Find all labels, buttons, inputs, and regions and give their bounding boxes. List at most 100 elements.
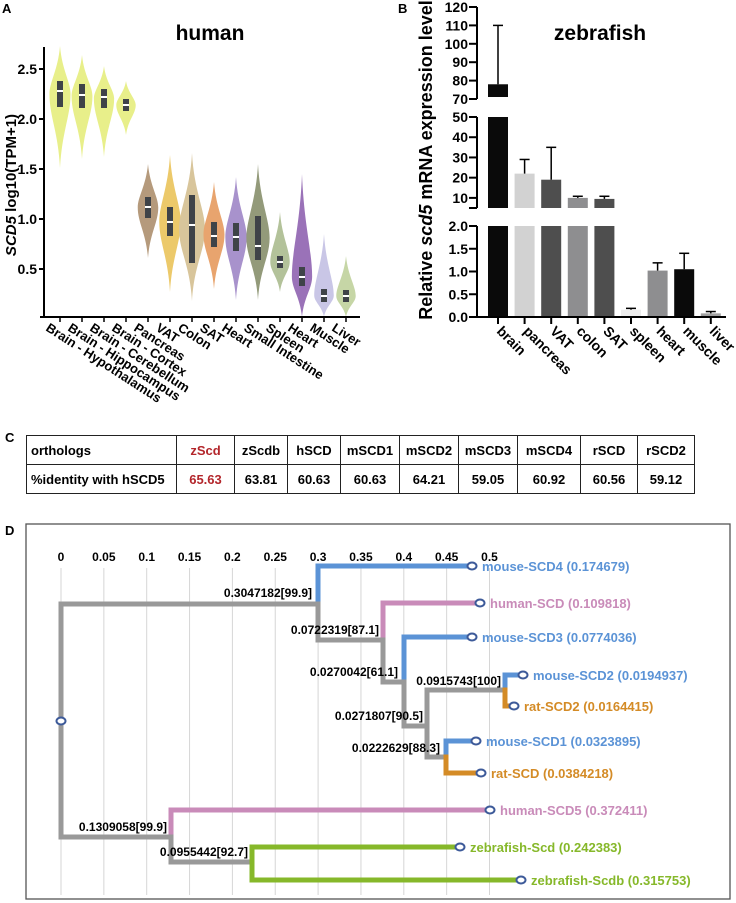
violin-median-8 — [233, 236, 239, 238]
violin-10 — [270, 212, 290, 292]
node-label-n4: 0.0915743[100] — [416, 674, 501, 688]
violin-median-2 — [101, 96, 107, 98]
table-header-label: orthologs — [26, 435, 177, 465]
leaf-node-marker — [515, 875, 527, 885]
x-tick-label-d: 0.3 — [310, 550, 327, 564]
table-header-cell: zScdb — [234, 435, 288, 465]
y-tick-label-a: 2.0 — [18, 111, 38, 127]
bar-brain — [488, 226, 508, 317]
y-tick-label-b: 50 — [452, 109, 468, 125]
bar-liver — [700, 313, 721, 317]
table-row-label: %identity with hSCD5 — [26, 464, 177, 494]
x-tick-label-b: spleen — [627, 323, 670, 366]
bar-upper-brain — [488, 117, 508, 208]
bar-spleen — [621, 309, 641, 317]
bar-upper-VAT — [541, 179, 562, 208]
y-axis-title-a: SCD5 log10(TPM+1) — [3, 114, 20, 256]
x-tick-label-b: pancreas — [520, 323, 575, 378]
y-tick-label-b: 2.0 — [449, 218, 469, 234]
panel-letter-d: D — [5, 523, 14, 538]
table-cell: 63.81 — [234, 464, 288, 494]
table-cell: 65.63 — [176, 464, 235, 494]
x-tick-label-d: 0.45 — [435, 550, 459, 564]
table-cell: 60.56 — [580, 464, 638, 494]
y-tick-label-b: 30 — [452, 149, 468, 165]
table-header-cell: mSCD2 — [399, 435, 459, 465]
x-tick-label-b: heart — [653, 323, 689, 359]
leaf-label-rat-SCD2: rat-SCD2 (0.0164415) — [524, 699, 653, 714]
y-tick-label-b: 90 — [452, 54, 468, 70]
x-tick-label-d: 0.2 — [224, 550, 241, 564]
bar-pancreas — [514, 226, 535, 317]
y-tick-label-a: 2.5 — [18, 61, 38, 77]
node-label-n2: 0.0722319[87.1] — [291, 623, 379, 637]
leaf-label-mouse-SCD2: mouse-SCD2 (0.0194937) — [533, 668, 688, 683]
root-node-marker — [55, 716, 67, 726]
node-label-n3: 0.0270042[61.1] — [310, 665, 398, 679]
panel-letter-b: B — [398, 1, 407, 16]
node-label-n5: 0.0271807[90.5] — [335, 709, 423, 723]
table-header-cell: mSCD3 — [458, 435, 518, 465]
table-cell: 60.63 — [340, 464, 400, 494]
table-header-cell: mSCD4 — [517, 435, 581, 465]
leaf-node-marker — [474, 598, 486, 608]
bar-muscle — [674, 269, 695, 317]
leaf-node-marker — [484, 805, 496, 815]
violin-median-0 — [57, 90, 63, 92]
leaf-label-human-SCD5: human-SCD5 (0.372411) — [500, 803, 647, 818]
leaf-label-zebrafish-Scd: zebrafish-Scd (0.242383) — [470, 840, 622, 855]
y-tick-label-a: 1.0 — [18, 211, 38, 227]
bar-VAT — [541, 226, 562, 317]
y-tick-label-b: 10 — [452, 190, 468, 206]
leaf-label-mouse-SCD1: mouse-SCD1 (0.0323895) — [486, 734, 641, 749]
violin-median-3 — [123, 104, 129, 106]
y-tick-label-b: 1.5 — [449, 241, 469, 257]
table-header-cell: mSCD1 — [340, 435, 400, 465]
violin-median-10 — [277, 261, 283, 263]
leaf-label-mouse-SCD4: mouse-SCD4 (0.174679) — [482, 559, 629, 574]
leaf-node-marker — [475, 768, 487, 778]
y-tick-label-a: 0.5 — [18, 261, 38, 277]
y-tick-label-b: 1.0 — [449, 264, 469, 280]
violin-median-11 — [299, 276, 305, 278]
bar-heart — [647, 270, 668, 317]
y-axis-title-b: Relative scd5 mRNA expression level — [416, 0, 436, 320]
table-cell: 64.21 — [399, 464, 459, 494]
violin-13 — [336, 256, 356, 317]
violin-box-2 — [101, 89, 107, 108]
x-tick-label-d: 0.15 — [178, 550, 202, 564]
violin-median-4 — [145, 206, 151, 208]
leaf-label-human-SCD: human-SCD (0.109818) — [490, 596, 631, 611]
table-cell: 59.05 — [458, 464, 518, 494]
x-tick-label-b: brain — [494, 323, 530, 359]
y-tick-label-b: 120 — [445, 0, 469, 15]
table-row: %identity with hSCD5 65.63 63.81 60.63 60.63… — [26, 464, 695, 494]
node-label-n8: 0.0955442[92.7] — [160, 845, 248, 859]
x-tick-label-d: 0.05 — [92, 550, 116, 564]
table-header-cell: rSCD2 — [637, 435, 695, 465]
x-tick-label-b: liver — [707, 323, 736, 355]
violin-median-7 — [211, 235, 217, 237]
table-header-cell: rSCD — [580, 435, 638, 465]
x-tick-label-d: 0.5 — [481, 550, 498, 564]
orthologs-identity-table: orthologs zScd zScdb hSCD mSCD1 mSCD2 mSCD3 mSC… — [26, 435, 695, 494]
leaf-node-marker — [466, 632, 478, 642]
violin-box-0 — [57, 81, 63, 107]
violin-median-5 — [167, 221, 173, 223]
violin-median-12 — [321, 295, 327, 297]
x-tick-label-d: 0.35 — [349, 550, 373, 564]
y-tick-label-b: 40 — [452, 129, 468, 145]
bar-upper-pancreas — [514, 173, 535, 208]
y-tick-label-b: 0.0 — [449, 309, 469, 325]
y-tick-label-b: 70 — [452, 91, 468, 107]
table-header-row: orthologs zScd zScdb hSCD mSCD1 mSCD2 mSCD3 mSC… — [26, 435, 695, 465]
violin-box-9 — [255, 216, 261, 260]
violin-11 — [291, 174, 313, 317]
violin-box-6 — [189, 195, 195, 263]
table-cell: 59.12 — [637, 464, 695, 494]
leaf-node-marker — [517, 670, 529, 680]
bar-upper-SAT — [594, 198, 615, 208]
bar-colon — [567, 226, 588, 317]
bar-upper-colon — [567, 197, 588, 208]
panel-a-violin-chart: A human 0.51.01.52.02.5 Brain - Hypothal… — [2, 1, 364, 406]
